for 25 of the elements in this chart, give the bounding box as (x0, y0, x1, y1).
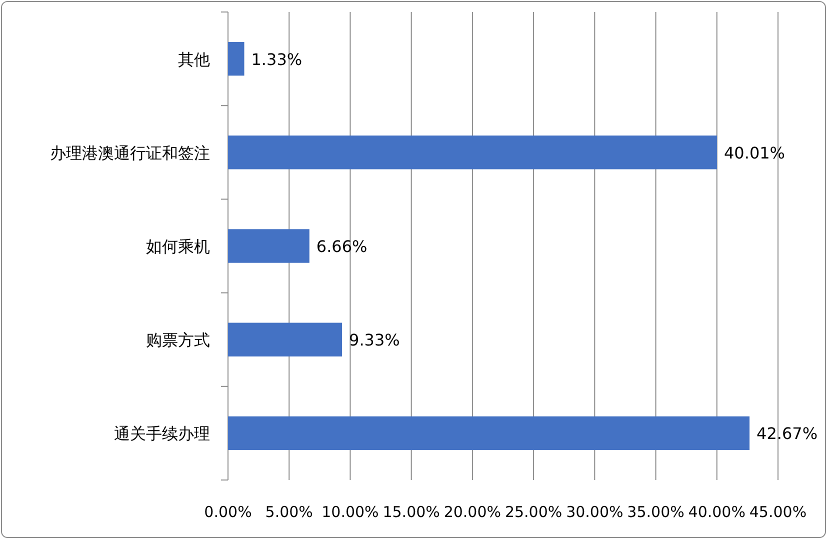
y-tick-label: 通关手续办理 (114, 424, 210, 444)
data-label: 9.33% (349, 330, 400, 350)
x-tick-label: 35.00% (627, 503, 684, 521)
data-label: 6.66% (316, 237, 368, 256)
x-tick-label: 0.00% (204, 503, 252, 521)
bar (228, 416, 750, 450)
y-tick-label: 其他 (178, 50, 210, 69)
bar (228, 229, 310, 263)
x-tick-label: 15.00% (382, 503, 440, 521)
x-tick-label: 45.00% (749, 503, 807, 521)
bar (228, 42, 244, 76)
y-tick-label: 办理港澳通行证和签注 (50, 143, 210, 162)
x-tick-label: 25.00% (504, 503, 562, 521)
x-tick-label: 5.00% (265, 503, 313, 521)
x-tick-label: 30.00% (566, 503, 624, 521)
y-tick-label: 如何乘机 (146, 237, 210, 256)
data-label: 42.67% (756, 424, 818, 444)
x-tick-label: 40.00% (688, 503, 746, 521)
data-label: 40.01% (724, 143, 786, 162)
y-tick-label: 购票方式 (146, 330, 210, 350)
x-tick-label: 10.00% (322, 503, 379, 521)
bar (228, 136, 718, 170)
x-tick-label: 20.00% (444, 503, 502, 521)
bar (228, 322, 342, 356)
data-label: 1.33% (251, 50, 302, 69)
